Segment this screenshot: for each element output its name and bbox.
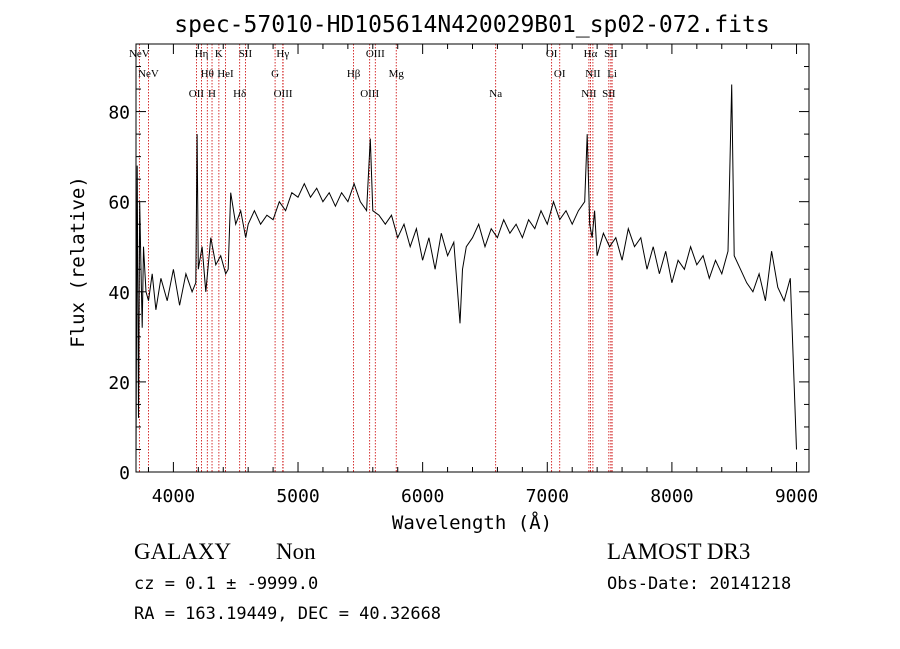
object-class: GALAXY <box>134 539 232 564</box>
object-subclass: Non <box>276 539 316 564</box>
spectral-line-markers <box>138 44 613 472</box>
line-marker-label: SII <box>602 88 616 100</box>
y-tick-label: 40 <box>108 283 130 304</box>
x-axis-label: Wavelength (Å) <box>392 511 552 534</box>
line-marker-label: SII <box>604 48 618 60</box>
y-tick-label: 0 <box>119 463 130 484</box>
x-tick-label: 7000 <box>526 486 569 507</box>
line-marker-label: NeV <box>129 48 150 60</box>
line-marker-label: Hγ <box>276 48 289 60</box>
y-tick-label: 20 <box>108 373 130 394</box>
chart-title: spec-57010-HD105614N420029B01_sp02-072.f… <box>174 12 769 38</box>
spectrum-line <box>135 84 797 459</box>
x-tick-label: 4000 <box>152 486 195 507</box>
y-tick-label: 60 <box>108 193 130 214</box>
line-marker-label: H <box>208 88 216 100</box>
survey-name: LAMOST DR3 <box>607 539 751 564</box>
y-axis-label: Flux (relative) <box>67 176 89 348</box>
x-tick-label: 5000 <box>276 486 319 507</box>
line-marker-label: OIII <box>360 88 379 100</box>
line-marker-label: Hδ <box>233 88 246 100</box>
line-marker-label: Li <box>607 68 617 80</box>
line-marker-label: OI <box>546 48 558 60</box>
line-marker-label: OII <box>189 88 205 100</box>
line-marker-label: HeI <box>217 68 234 80</box>
line-marker-label: NII <box>585 68 601 80</box>
x-axis-ticks: 4000 5000 6000 7000 8000 9000 <box>147 44 818 507</box>
line-marker-label: K <box>215 48 223 60</box>
observation-date: Obs-Date: 20141218 <box>607 574 792 594</box>
line-marker-label: Mg <box>389 68 405 80</box>
x-tick-label: 8000 <box>650 486 693 507</box>
line-marker-label: OIII <box>366 48 385 60</box>
x-tick-label: 9000 <box>775 486 818 507</box>
line-marker-label: NeV <box>138 68 159 80</box>
line-marker-label: Hα <box>584 48 598 60</box>
y-tick-label: 80 <box>108 103 130 124</box>
line-marker-label: Hβ <box>347 68 361 80</box>
coordinates-readout: RA = 163.19449, DEC = 40.32668 <box>134 604 442 624</box>
line-marker-label: Na <box>489 88 502 100</box>
line-marker-label: SII <box>239 48 253 60</box>
redshift-readout: cz = 0.1 ± -9999.0 <box>134 574 319 594</box>
spectral-line-labels: NeV NeV OII Hη Hθ H K HeI Hδ SII G OIII Hγ Hβ OIII OIII… <box>129 48 618 100</box>
plot-frame <box>135 43 810 473</box>
line-marker-label: Hη <box>195 48 209 60</box>
line-marker-label: OI <box>554 68 566 80</box>
line-marker-label: OIII <box>274 88 293 100</box>
x-tick-label: 6000 <box>401 486 444 507</box>
line-marker-label: Hθ <box>201 68 214 80</box>
line-marker-label: G <box>271 68 279 80</box>
line-marker-label: NII <box>581 88 597 100</box>
y-axis-ticks: 0 20 40 60 80 <box>108 66 809 484</box>
